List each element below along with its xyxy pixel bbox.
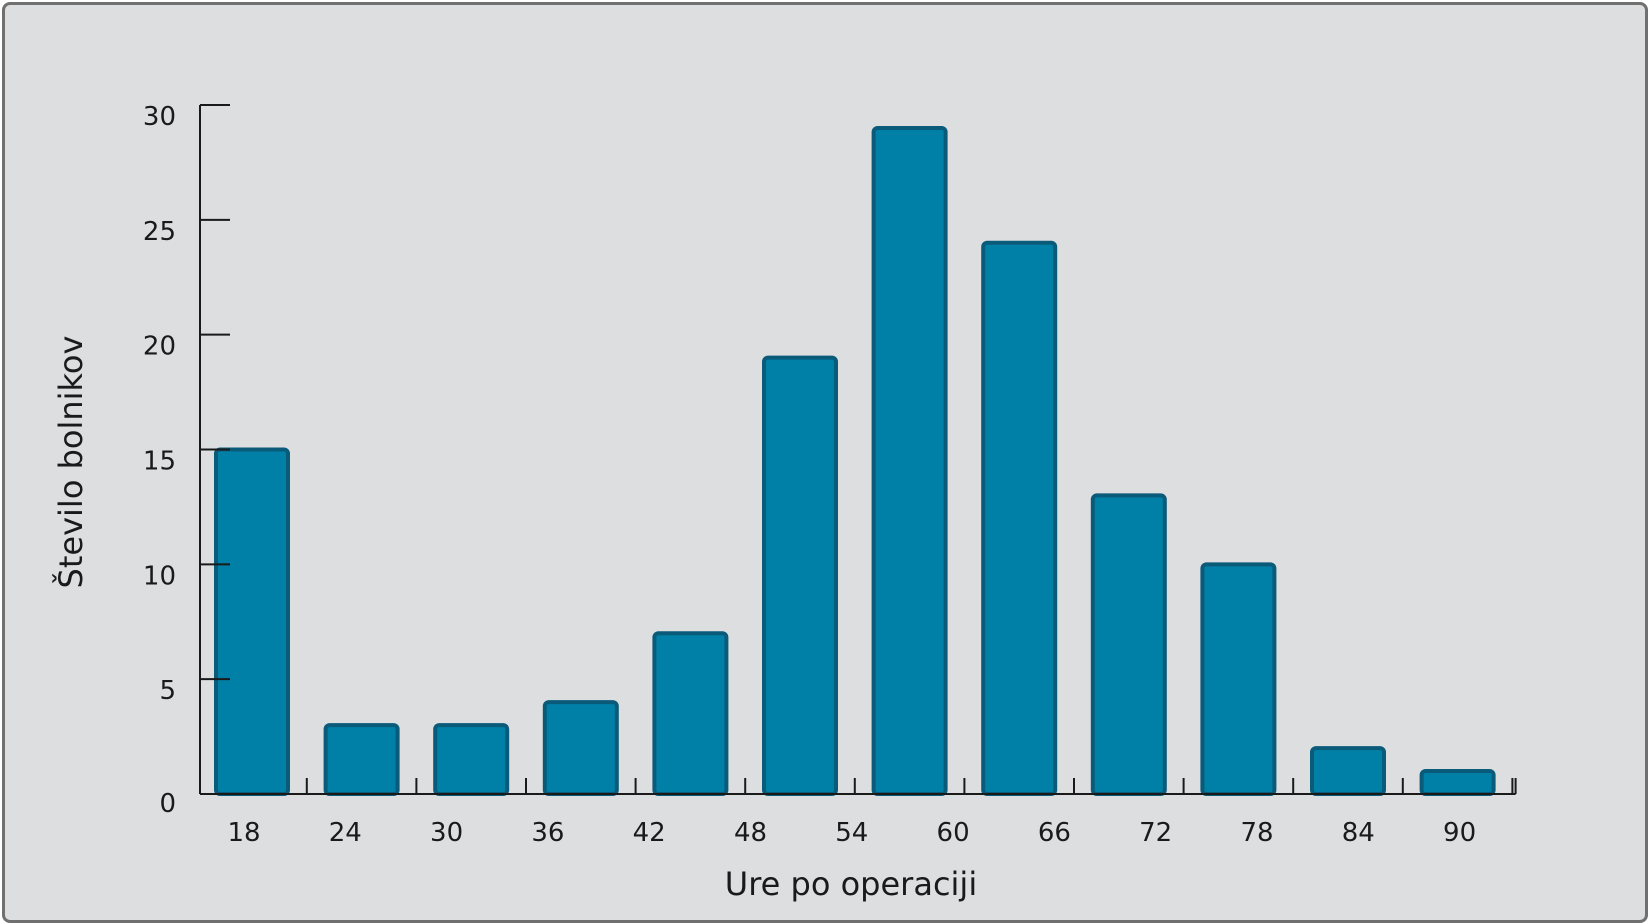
axes-group	[199, 104, 1517, 795]
x-tick-label-66: 66	[1038, 818, 1071, 848]
bar-42-48	[652, 631, 729, 796]
bar-36-42	[542, 700, 619, 797]
x-tick-label-30: 30	[430, 818, 463, 848]
y-tick-label-20: 20	[143, 332, 176, 362]
x-tick-label-72: 72	[1139, 818, 1172, 848]
y-tick-label-0: 0	[159, 789, 176, 819]
x-tick-label-42: 42	[633, 818, 666, 848]
y-tick-label-15: 15	[143, 447, 176, 477]
bar-48-54	[762, 355, 838, 796]
bar-66-72	[1090, 493, 1167, 796]
x-tick-label-48: 48	[734, 818, 767, 848]
bar-18-24	[214, 447, 290, 796]
x-tick-label-36: 36	[531, 818, 564, 848]
x-tick-label-18: 18	[227, 818, 260, 848]
tick-labels-group: 0 5 10 15 20 25 30 18 24 30 36 42 48 54 60 66 72 78 84 90	[143, 102, 1476, 848]
x-tick-label-78: 78	[1240, 818, 1273, 848]
bar-84-90	[1419, 769, 1496, 796]
y-tick-label-30: 30	[143, 102, 176, 132]
x-tick-label-90: 90	[1443, 818, 1476, 848]
bar-30-36	[433, 723, 510, 796]
bar-78-84	[1310, 746, 1386, 796]
y-tick-label-5: 5	[159, 676, 176, 706]
x-axis-title: Ure po operaciji	[725, 865, 977, 903]
bar-24-30	[323, 723, 400, 796]
y-tick-label-25: 25	[143, 217, 176, 247]
x-tick-label-84: 84	[1342, 818, 1375, 848]
x-tick-label-54: 54	[835, 818, 868, 848]
bars-group	[214, 125, 1496, 797]
bar-60-66	[981, 240, 1058, 797]
y-axis-title: Število bolnikov	[51, 336, 90, 589]
x-tick-label-60: 60	[937, 818, 970, 848]
x-tick-label-24: 24	[329, 818, 362, 848]
bar-54-60	[871, 125, 948, 796]
y-tick-label-10: 10	[143, 561, 176, 591]
bar-72-78	[1200, 562, 1277, 796]
